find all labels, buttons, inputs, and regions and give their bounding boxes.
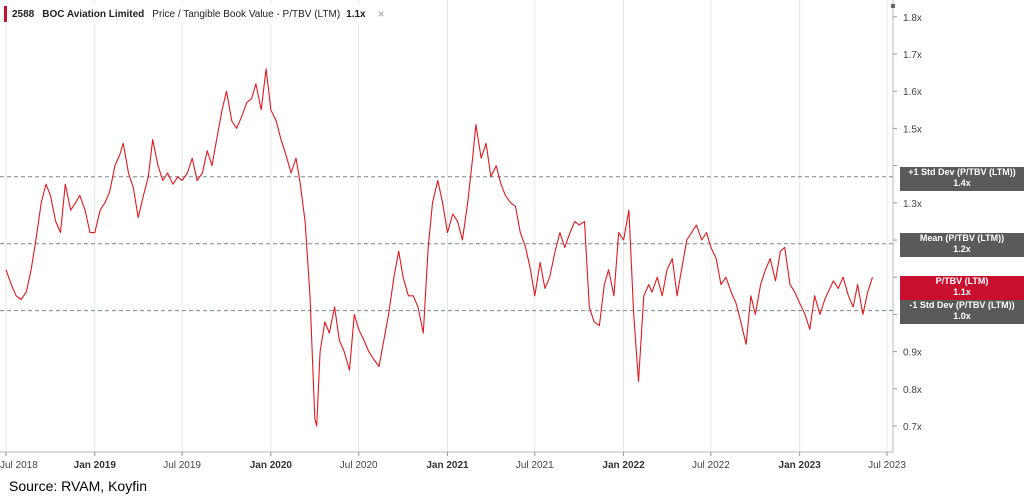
x-tick-label: Jul 2021	[516, 460, 554, 471]
y-tick-label: 1.5x	[903, 124, 922, 135]
x-tick-label: Jan 2019	[74, 460, 117, 471]
x-tick-label: Jul 2018	[0, 460, 38, 471]
mean-value: 1.2x	[953, 244, 971, 254]
company-name: BOC Aviation Limited	[42, 8, 145, 20]
mean-tag: Mean (P/TBV (LTM)) 1.2x	[900, 233, 1024, 257]
metric-name: Price / Tangible Book Value - P/TBV (LTM…	[152, 8, 341, 20]
y-tick-label: 1.8x	[903, 13, 922, 24]
y-axis: 0.7x 0.8x 0.9x 1.3x 1.5x 1.6x 1.7x 1.8x	[0, 0, 922, 453]
close-icon[interactable]: ×	[377, 7, 385, 21]
axis-top-marker	[891, 4, 895, 8]
x-tick-label: Jan 2020	[250, 460, 293, 471]
plus-one-std-dev-tag: +1 Std Dev (P/TBV (LTM)) 1.4x	[900, 167, 1024, 191]
y-tick-label: 1.6x	[903, 87, 922, 98]
plus-one-std-dev-value: 1.4x	[953, 178, 971, 188]
minus-one-std-dev-tag: -1 Std Dev (P/TBV (LTM)) 1.0x	[900, 300, 1024, 324]
y-tick-label: 0.8x	[903, 385, 922, 396]
minus-one-std-dev-label: -1 Std Dev (P/TBV (LTM))	[909, 300, 1015, 310]
minus-one-std-dev-value: 1.0x	[953, 311, 971, 321]
y-tick-label: 0.7x	[903, 422, 922, 433]
mean-label: Mean (P/TBV (LTM))	[919, 233, 1005, 243]
grid-layer	[5, 0, 888, 452]
current-value-label: P/TBV (LTM)	[935, 276, 989, 286]
series-line	[5, 68, 874, 427]
x-tick-label: Jul 2019	[163, 460, 201, 471]
x-tick-label: Jul 2020	[340, 460, 378, 471]
series-layer	[5, 68, 874, 427]
y-tick-label: 0.9x	[903, 348, 922, 359]
ticker-symbol: 2588	[12, 8, 35, 20]
current-value: 1.1x	[953, 287, 971, 297]
metric-value: 1.1x	[346, 8, 366, 20]
y-tick-label: 1.7x	[903, 50, 922, 61]
x-tick-label: Jan 2023	[779, 460, 822, 471]
series-color-marker	[4, 6, 7, 22]
y-tick-label: 1.3x	[903, 199, 922, 210]
chart-header: 2588 BOC Aviation Limited Price / Tangib…	[4, 4, 385, 24]
current-value-tag: P/TBV (LTM) 1.1x	[900, 276, 1024, 300]
x-tick-label: Jan 2022	[602, 460, 645, 471]
x-tick-label: Jul 2022	[692, 460, 730, 471]
x-axis: Jul 2018 Jan 2019 Jul 2019 Jan 2020 Jul 2020…	[0, 452, 906, 471]
source-note: Source: RVAM, Koyfin	[9, 478, 147, 494]
x-tick-label: Jul 2023	[868, 460, 906, 471]
plus-one-std-dev-label: +1 Std Dev (P/TBV (LTM))	[908, 167, 1016, 177]
x-tick-label: Jan 2021	[426, 460, 469, 471]
